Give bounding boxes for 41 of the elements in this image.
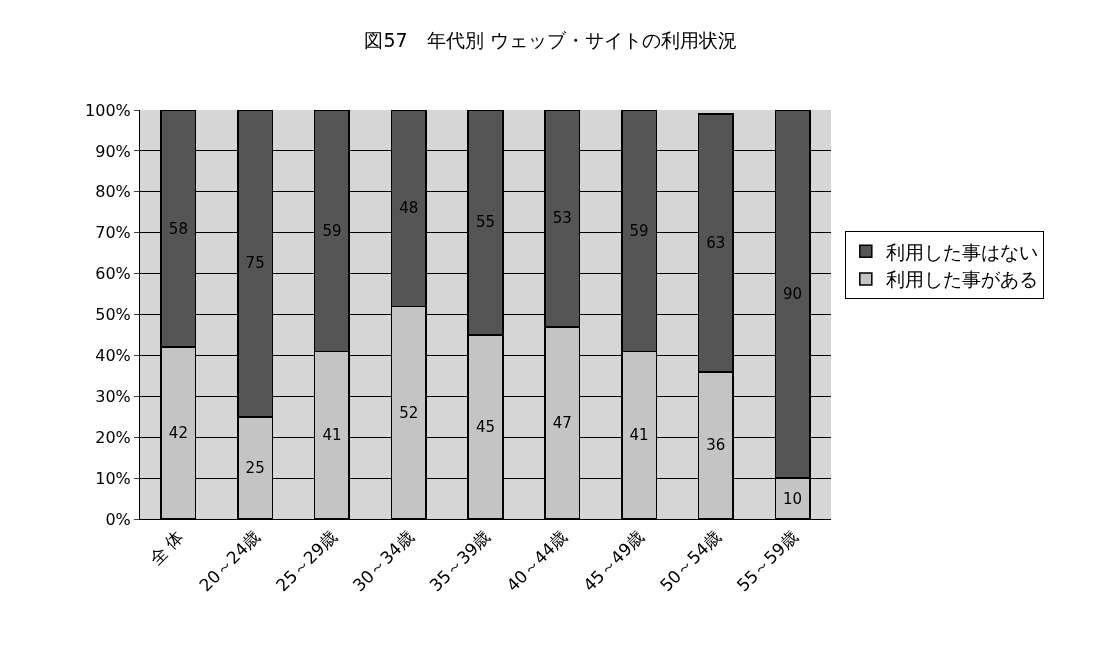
chart-title: 図57 年代別 ウェッブ・サイトの利用状況: [364, 28, 737, 51]
y-tick-label: 80%: [95, 182, 131, 202]
y-tick-label: 30%: [95, 386, 131, 406]
legend-label: 利用した事がある: [885, 268, 1038, 291]
y-tick-label: 70%: [95, 223, 131, 243]
data-label: 47: [552, 413, 572, 432]
data-label: 59: [629, 221, 649, 240]
data-label: 52: [399, 403, 419, 422]
data-label: 36: [706, 436, 726, 455]
data-label: 10: [783, 489, 803, 508]
data-label: 48: [399, 199, 419, 218]
y-tick-label: 40%: [95, 346, 131, 365]
y-tick-label: 100%: [85, 100, 131, 120]
y-tick-label: 60%: [95, 264, 131, 284]
data-label: 42: [168, 424, 188, 443]
data-label: 90: [783, 285, 803, 304]
x-tick-label: 35～39歳: [425, 526, 495, 596]
x-tick-label: 30～34歳: [348, 526, 418, 596]
data-label: 55: [475, 213, 496, 232]
x-tick-label: 40～44歳: [502, 526, 572, 596]
x-tick-label: 全 体: [145, 526, 188, 569]
data-label: 63: [706, 233, 726, 252]
x-tick-label: 45～49歳: [579, 526, 648, 596]
data-label: 59: [322, 221, 342, 240]
data-label: 53: [552, 209, 572, 228]
x-tick-label: 25～29歳: [272, 526, 341, 596]
y-tick-label: 10%: [95, 468, 131, 488]
x-tick-label: 55～59歳: [732, 526, 802, 596]
data-label: 75: [245, 254, 265, 273]
y-tick-label: 90%: [95, 141, 131, 161]
data-label: 45: [475, 417, 496, 436]
x-tick-label: 20～24歳: [195, 526, 265, 596]
x-tick-label: 50～54歳: [655, 526, 725, 596]
data-label: 41: [322, 426, 342, 445]
data-label: 58: [168, 219, 188, 238]
y-tick-label: 50%: [95, 305, 131, 325]
legend-label: 利用した事はない: [885, 240, 1038, 263]
y-tick-label: 0%: [105, 509, 131, 529]
data-label: 41: [629, 426, 649, 445]
y-tick-label: 20%: [95, 427, 131, 447]
data-label: 25: [245, 458, 265, 477]
